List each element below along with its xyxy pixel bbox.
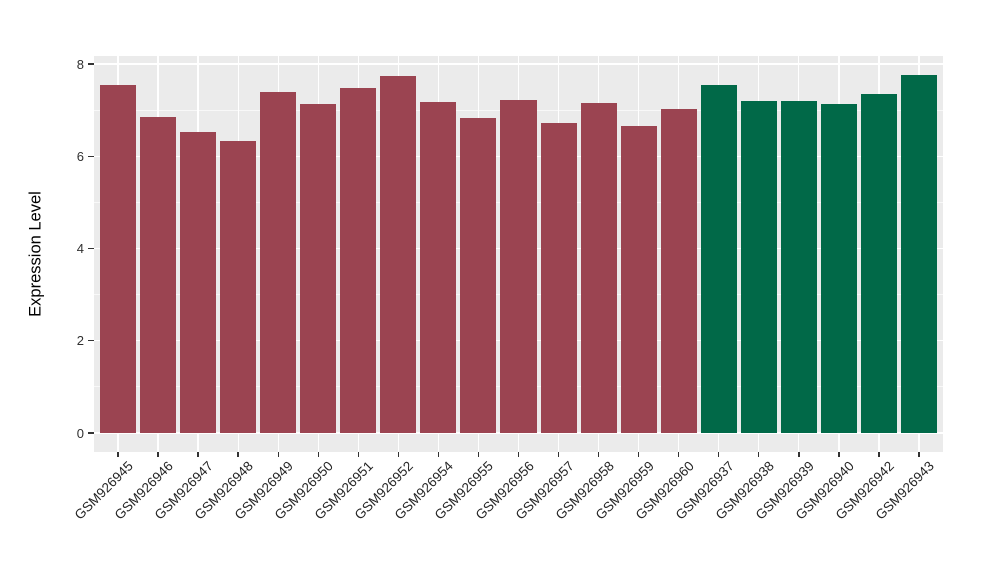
x-tick-mark-5 (277, 452, 279, 457)
x-tick-mark-15 (677, 452, 680, 457)
x-tick-mark-21 (918, 452, 920, 457)
x-tick-mark-19 (838, 452, 840, 457)
x-tick-mark-3 (197, 452, 199, 457)
bar-GSM926938 (740, 101, 777, 433)
y-tick-mark-0 (88, 432, 94, 434)
bar-GSM926955 (460, 117, 497, 433)
bar-GSM926951 (340, 88, 377, 433)
bar-GSM926937 (700, 84, 737, 433)
bar-GSM926957 (540, 122, 577, 433)
x-tick-mark-13 (597, 452, 600, 457)
bar-GSM926950 (300, 104, 337, 433)
bar-GSM926943 (900, 74, 937, 433)
x-tick-mark-6 (317, 452, 319, 457)
y-tick-label-4: 4 (76, 241, 84, 256)
x-tick-mark-2 (157, 452, 159, 457)
x-tick-mark-1 (117, 452, 119, 457)
x-tick-mark-16 (718, 452, 720, 457)
x-tick-mark-9 (437, 452, 440, 457)
x-tick-mark-8 (397, 452, 400, 457)
bar-GSM926956 (500, 100, 537, 433)
bar-GSM926958 (580, 103, 617, 433)
bar-GSM926947 (180, 131, 217, 433)
bar-GSM926948 (220, 140, 257, 433)
bar-GSM926959 (620, 126, 657, 433)
bar-GSM926942 (860, 94, 897, 433)
x-tick-mark-18 (798, 452, 800, 457)
bar-GSM926940 (820, 104, 857, 433)
x-tick-mark-12 (557, 452, 560, 457)
y-tick-label-6: 6 (76, 148, 84, 164)
x-tick-mark-17 (758, 452, 760, 457)
x-tick-mark-10 (477, 452, 480, 457)
bar-GSM926946 (140, 116, 177, 433)
y-tick-label-8: 8 (76, 56, 84, 72)
y-tick-label-0: 0 (76, 425, 84, 441)
plot-panel (94, 56, 943, 452)
y-tick-mark-6 (88, 155, 94, 157)
bar-GSM926949 (260, 92, 297, 433)
x-tick-mark-14 (637, 452, 640, 457)
bar-GSM926939 (780, 100, 817, 433)
x-tick-mark-11 (517, 452, 520, 457)
y-tick-label-2: 2 (76, 333, 84, 349)
x-tick-mark-20 (878, 452, 880, 457)
bar-GSM926954 (420, 101, 457, 433)
y-tick-mark-4 (88, 247, 94, 250)
x-tick-mark-7 (357, 452, 359, 457)
bar-GSM926945 (100, 84, 137, 433)
y-tick-mark-2 (88, 340, 94, 342)
x-tick-mark-4 (237, 452, 239, 457)
y-tick-mark-8 (88, 63, 94, 65)
bar-GSM926952 (380, 76, 417, 433)
bar-GSM926960 (660, 109, 697, 433)
